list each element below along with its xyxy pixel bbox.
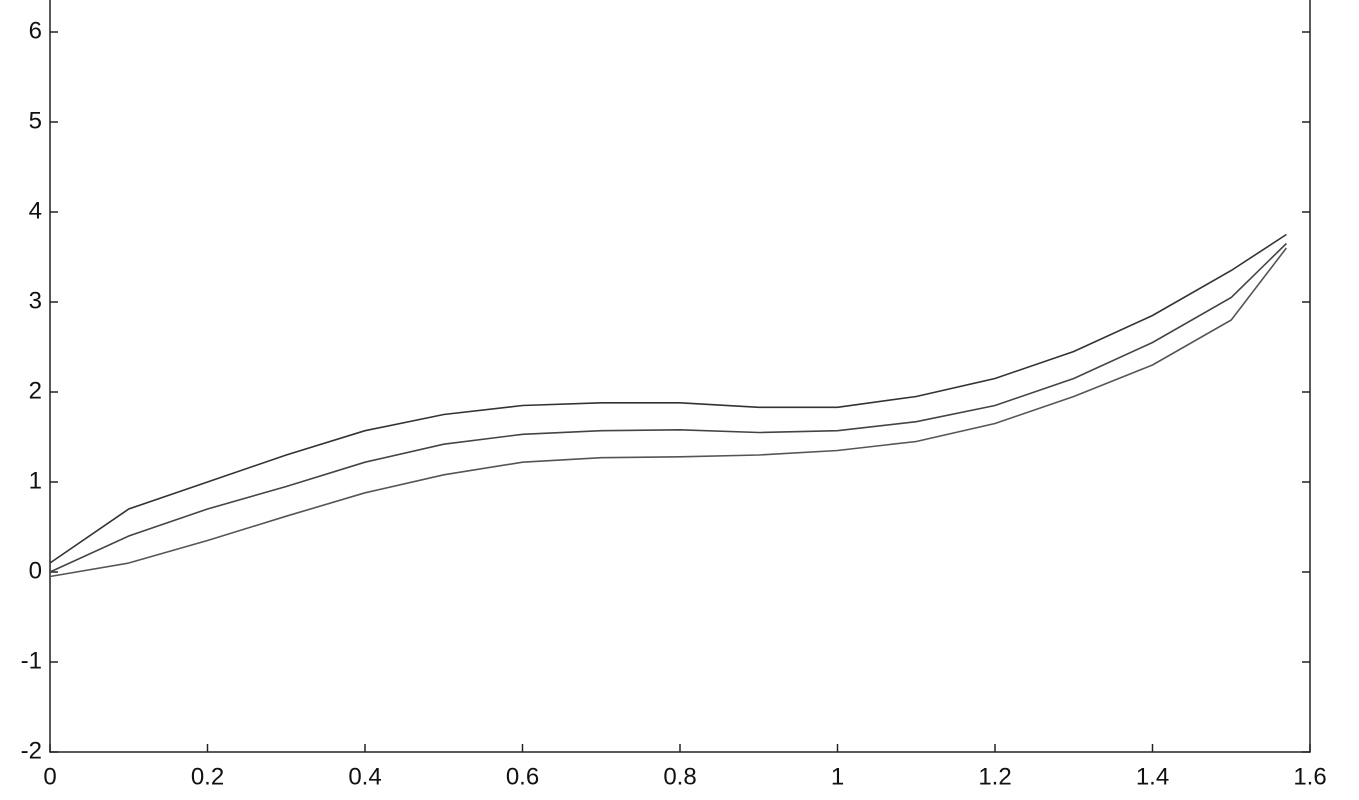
y-tick-label: 4 <box>29 197 42 224</box>
y-tick-label: 5 <box>29 107 42 134</box>
line <box>49 242 1287 573</box>
y-tick-label: 3 <box>29 287 42 314</box>
line <box>49 247 1288 578</box>
x-tick-label: 0 <box>43 763 56 790</box>
y-tick-label: 2 <box>29 377 42 404</box>
x-tick-label: 1.6 <box>1293 763 1326 790</box>
x-tick-label: 0.6 <box>506 763 539 790</box>
x-tick-label: 1 <box>831 763 844 790</box>
y-tick-label: -2 <box>21 737 42 764</box>
x-tick-label: 1.2 <box>978 763 1011 790</box>
y-tick-label: 6 <box>29 17 42 44</box>
x-tick-label: 1.4 <box>1136 763 1169 790</box>
y-tick-label: 0 <box>29 557 42 584</box>
y-tick-label: 1 <box>29 467 42 494</box>
y-tick-label: -1 <box>21 647 42 674</box>
x-tick-label: 0.2 <box>191 763 224 790</box>
x-tick-label: 0.4 <box>348 763 381 790</box>
x-tick-label: 0.8 <box>663 763 696 790</box>
line <box>49 233 1287 564</box>
